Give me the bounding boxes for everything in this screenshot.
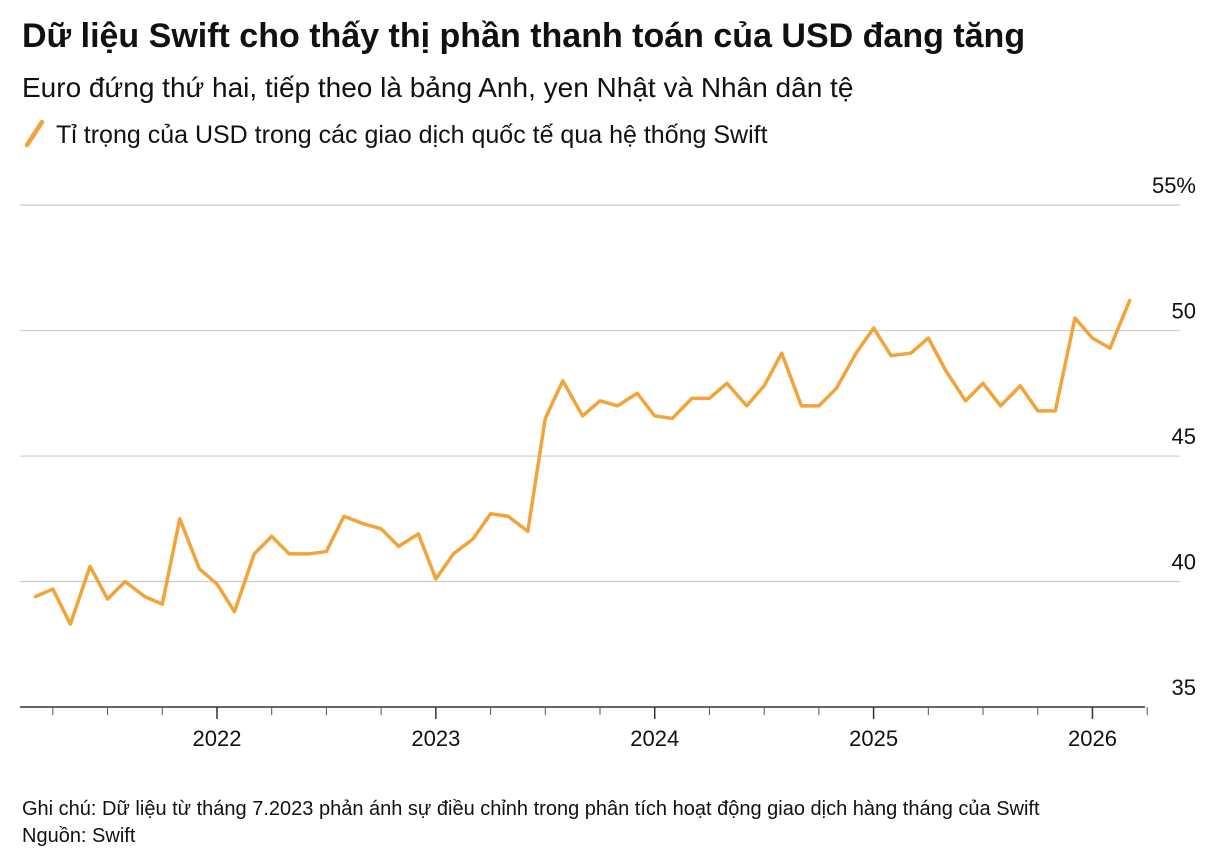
x-tick-label: 2024: [630, 726, 679, 751]
x-tick-label: 2022: [193, 726, 242, 751]
x-tick-label: 2026: [1068, 726, 1117, 751]
x-tick-label: 2025: [849, 726, 898, 751]
legend-label: Tỉ trọng của USD trong các giao dịch quố…: [56, 121, 768, 149]
source: Nguồn: Swift: [22, 825, 136, 847]
chart-subtitle: Euro đứng thứ hai, tiếp theo là bảng Anh…: [22, 72, 853, 103]
y-tick-label: 45: [1172, 424, 1196, 449]
data-line: [33, 298, 1132, 626]
x-tick-label: 2023: [411, 726, 460, 751]
y-tick-label: 55%: [1152, 173, 1196, 198]
y-tick-label: 40: [1172, 550, 1196, 575]
y-tick-label: 35: [1172, 675, 1196, 700]
chart-title: Dữ liệu Swift cho thấy thị phần thanh to…: [22, 17, 1025, 55]
legend-swatch: [24, 119, 45, 148]
y-tick-label: 50: [1172, 299, 1196, 324]
note: Ghi chú: Dữ liệu từ tháng 7.2023 phản án…: [22, 798, 1040, 820]
